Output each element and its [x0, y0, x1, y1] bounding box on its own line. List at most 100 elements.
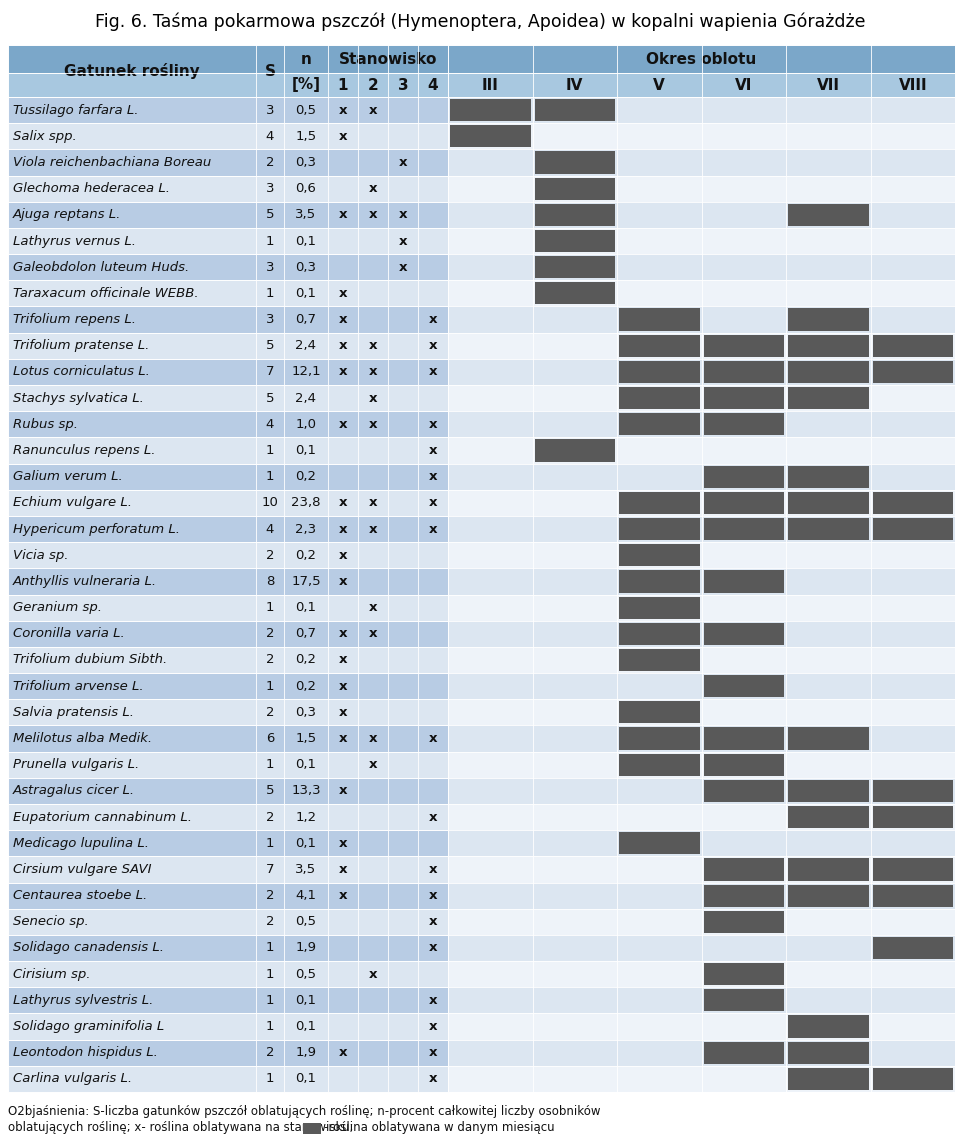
- Text: 1: 1: [266, 602, 275, 614]
- Text: 6: 6: [266, 732, 275, 745]
- Text: Fig. 6. Taśma pokarmowa pszczół (Hymenoptera, Apoidea) w kopalni wapienia Górażd: Fig. 6. Taśma pokarmowa pszczół (Hymenop…: [95, 13, 865, 31]
- Bar: [704, 675, 784, 697]
- Bar: [788, 859, 869, 881]
- Text: 1,9: 1,9: [296, 941, 317, 954]
- Text: x: x: [429, 994, 437, 1007]
- Text: 5: 5: [266, 340, 275, 352]
- Bar: [704, 622, 784, 645]
- Text: Stachys sylvatica L.: Stachys sylvatica L.: [13, 391, 144, 404]
- Bar: [448, 333, 955, 359]
- Bar: [448, 280, 955, 307]
- Bar: [448, 254, 955, 280]
- Bar: [788, 387, 869, 409]
- Bar: [8, 934, 448, 961]
- Bar: [448, 202, 955, 228]
- Text: Salvia pratensis L.: Salvia pratensis L.: [13, 706, 134, 719]
- Bar: [873, 806, 953, 828]
- Text: x: x: [369, 391, 377, 404]
- Text: V: V: [654, 78, 665, 93]
- Text: 0,5: 0,5: [296, 915, 317, 929]
- Bar: [448, 515, 955, 542]
- Bar: [8, 411, 448, 437]
- Text: Glechoma hederacea L.: Glechoma hederacea L.: [13, 183, 170, 195]
- Bar: [448, 830, 955, 856]
- Bar: [448, 778, 955, 804]
- Bar: [448, 934, 955, 961]
- Bar: [788, 1068, 869, 1089]
- Bar: [448, 621, 955, 646]
- Bar: [873, 518, 953, 540]
- Text: 4: 4: [266, 130, 275, 142]
- Bar: [448, 752, 955, 778]
- Text: Centaurea stoebe L.: Centaurea stoebe L.: [13, 889, 147, 902]
- Bar: [8, 646, 448, 673]
- Bar: [8, 73, 955, 96]
- Bar: [535, 440, 615, 461]
- Text: 3: 3: [266, 261, 275, 273]
- Bar: [619, 622, 700, 645]
- Bar: [8, 176, 448, 202]
- Bar: [704, 413, 784, 435]
- Text: 1: 1: [266, 287, 275, 300]
- Bar: [450, 99, 531, 122]
- Bar: [788, 309, 869, 331]
- Bar: [788, 203, 869, 226]
- Text: 2: 2: [266, 706, 275, 719]
- Bar: [619, 309, 700, 331]
- Bar: [704, 491, 784, 514]
- Text: 1: 1: [266, 758, 275, 771]
- Bar: [448, 673, 955, 699]
- Text: 0,1: 0,1: [296, 287, 317, 300]
- Bar: [8, 961, 448, 987]
- Text: Cirisium sp.: Cirisium sp.: [13, 968, 90, 980]
- Text: x: x: [339, 130, 348, 142]
- Text: x: x: [339, 418, 348, 430]
- Text: x: x: [339, 863, 348, 876]
- Text: 2: 2: [266, 889, 275, 902]
- Text: Hypericum perforatum L.: Hypericum perforatum L.: [13, 522, 180, 535]
- Bar: [8, 856, 448, 883]
- Bar: [704, 859, 784, 881]
- Text: 2,3: 2,3: [296, 522, 317, 535]
- Bar: [788, 779, 869, 802]
- Text: 2: 2: [266, 915, 275, 929]
- Text: 2: 2: [266, 156, 275, 169]
- Bar: [8, 1065, 448, 1092]
- Text: 0,3: 0,3: [296, 261, 317, 273]
- Bar: [8, 909, 448, 934]
- Text: 10: 10: [261, 496, 278, 510]
- Text: 3: 3: [266, 103, 275, 117]
- Bar: [8, 621, 448, 646]
- Bar: [8, 1014, 448, 1040]
- Bar: [8, 752, 448, 778]
- Text: 1,9: 1,9: [296, 1046, 317, 1060]
- Bar: [8, 568, 448, 595]
- Bar: [873, 937, 953, 959]
- Text: x: x: [339, 889, 348, 902]
- Text: Senecio sp.: Senecio sp.: [13, 915, 88, 929]
- Bar: [8, 149, 448, 176]
- Text: 0,5: 0,5: [296, 103, 317, 117]
- Bar: [448, 123, 955, 149]
- Bar: [448, 909, 955, 934]
- Bar: [8, 385, 448, 411]
- Text: x: x: [429, 889, 437, 902]
- Text: x: x: [429, 365, 437, 379]
- Text: Lathyrus vernus L.: Lathyrus vernus L.: [13, 234, 136, 248]
- Text: oblatujących roślinę; x- roślina oblatywana na stanowisku;: oblatujących roślinę; x- roślina oblatyw…: [8, 1122, 357, 1134]
- Text: x: x: [429, 915, 437, 929]
- Text: IV: IV: [566, 78, 584, 93]
- Text: Viola reichenbachiana Boreau: Viola reichenbachiana Boreau: [13, 156, 211, 169]
- Text: x: x: [339, 208, 348, 222]
- Text: 1: 1: [266, 994, 275, 1007]
- Text: x: x: [339, 365, 348, 379]
- Bar: [8, 726, 448, 752]
- Text: 0,1: 0,1: [296, 234, 317, 248]
- Text: Vicia sp.: Vicia sp.: [13, 549, 68, 561]
- Text: 1: 1: [266, 234, 275, 248]
- Bar: [448, 542, 955, 568]
- Bar: [448, 437, 955, 464]
- Text: VII: VII: [817, 78, 840, 93]
- Bar: [873, 335, 953, 357]
- Bar: [448, 411, 955, 437]
